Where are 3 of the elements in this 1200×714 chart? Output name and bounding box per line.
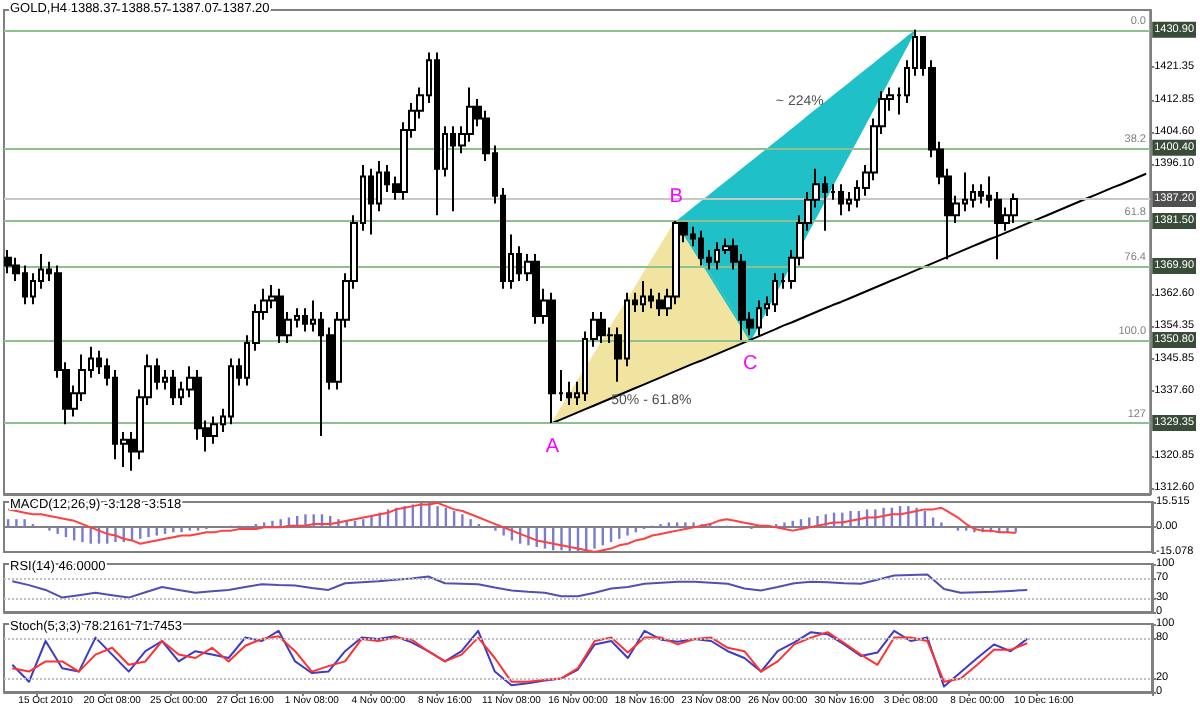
annotation: C (743, 352, 758, 375)
annotation: B (669, 186, 684, 209)
annotation: A (545, 435, 560, 458)
